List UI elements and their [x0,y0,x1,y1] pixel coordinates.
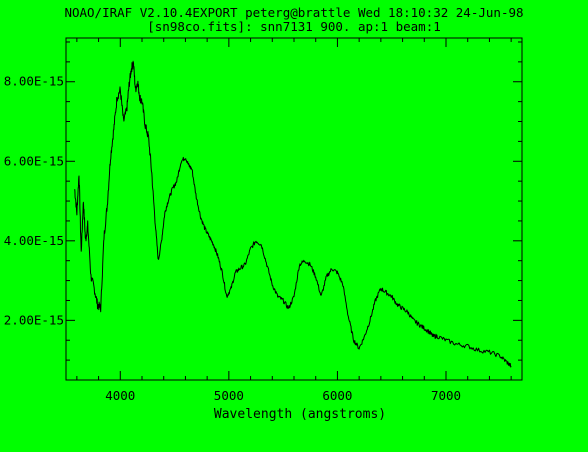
y-tick-label: 8.00E-15 [4,74,64,89]
x-tick-label: 7000 [431,388,461,403]
x-tick-label: 5000 [214,388,244,403]
x-tick-label: 4000 [105,388,135,403]
chart-subtitle: [sn98co.fits]: snn7131 900. ap:1 beam:1 [147,19,441,34]
y-tick-label: 2.00E-15 [4,312,64,327]
x-tick-label: 6000 [322,388,352,403]
series-line-spectrum [74,60,512,368]
y-tick-label: 6.00E-15 [4,153,64,168]
axis-ticks: 4000 5000 6000 7000 2.00E-15 4.00E-15 6.00E-15… [4,38,522,403]
chart-title: NOAO/IRAF V2.10.4EXPORT peterg@brattle W… [64,5,523,20]
x-axis-label: Wavelength (angstroms) [214,407,386,422]
y-tick-label: 4.00E-15 [4,233,64,248]
